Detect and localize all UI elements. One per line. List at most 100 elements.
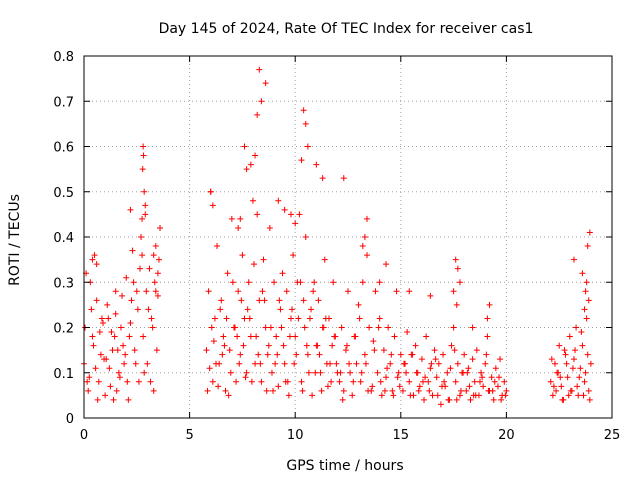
data-point xyxy=(550,383,557,390)
data-point xyxy=(575,392,582,399)
data-point xyxy=(243,166,250,173)
data-point xyxy=(352,333,359,340)
data-point xyxy=(559,396,566,403)
data-point xyxy=(456,279,463,286)
data-point xyxy=(304,351,311,358)
data-point xyxy=(581,306,588,313)
data-point xyxy=(366,324,373,331)
data-point xyxy=(329,342,336,349)
data-point xyxy=(302,234,309,240)
data-point xyxy=(561,347,568,354)
data-point xyxy=(238,297,245,304)
data-point xyxy=(427,365,434,372)
chart-title: Day 145 of 2024, Rate Of TEC Index for r… xyxy=(159,21,534,37)
data-point xyxy=(433,374,440,381)
data-point xyxy=(563,360,570,367)
x-tick-label: 0 xyxy=(80,428,88,443)
data-point xyxy=(497,356,504,363)
data-point xyxy=(465,365,472,372)
data-point xyxy=(235,224,242,231)
data-point xyxy=(393,288,400,295)
data-point xyxy=(353,360,360,367)
data-point xyxy=(385,324,392,331)
data-point xyxy=(112,288,119,295)
data-point xyxy=(389,387,396,394)
data-point xyxy=(422,374,429,381)
data-point xyxy=(345,288,351,295)
data-point xyxy=(454,265,461,272)
data-point xyxy=(421,396,428,403)
data-point xyxy=(208,324,215,331)
x-tick-label: 5 xyxy=(185,428,193,443)
data-point xyxy=(128,297,135,304)
data-point xyxy=(260,256,267,263)
data-point xyxy=(467,396,474,403)
data-point xyxy=(490,396,497,403)
data-point xyxy=(556,342,563,349)
data-point xyxy=(247,333,254,340)
data-point xyxy=(586,229,593,236)
data-point xyxy=(324,383,331,390)
data-point xyxy=(275,383,282,390)
data-point xyxy=(322,315,329,322)
data-point xyxy=(394,374,401,381)
data-point xyxy=(469,324,476,331)
data-point xyxy=(262,80,269,87)
data-point xyxy=(310,288,317,295)
data-point xyxy=(240,342,247,349)
data-point xyxy=(423,333,430,340)
data-point xyxy=(337,369,344,376)
data-point xyxy=(94,396,101,403)
data-point xyxy=(142,202,149,209)
data-point xyxy=(384,365,391,372)
data-point xyxy=(91,252,98,259)
data-point xyxy=(355,301,362,308)
data-point xyxy=(145,306,152,313)
data-point xyxy=(445,396,452,403)
data-point xyxy=(256,297,263,304)
data-points xyxy=(81,66,594,408)
data-point xyxy=(251,261,258,268)
data-point xyxy=(297,279,304,286)
data-point xyxy=(203,347,210,354)
data-point xyxy=(114,347,121,354)
data-point xyxy=(147,378,154,385)
data-point xyxy=(112,310,119,317)
data-point xyxy=(139,252,146,259)
data-point xyxy=(346,360,353,367)
data-point xyxy=(463,387,470,394)
data-point xyxy=(574,383,581,390)
data-point xyxy=(557,374,564,381)
data-point xyxy=(293,351,300,358)
data-point xyxy=(107,383,114,390)
data-point xyxy=(564,374,571,381)
data-point xyxy=(491,378,498,385)
data-point xyxy=(375,324,382,331)
data-point xyxy=(130,279,137,286)
data-point xyxy=(155,256,162,263)
data-point xyxy=(548,356,555,363)
data-point xyxy=(498,396,505,403)
data-point xyxy=(380,347,387,354)
data-point xyxy=(152,243,159,250)
data-point xyxy=(89,333,96,340)
data-point xyxy=(252,360,259,367)
data-point xyxy=(327,360,334,367)
data-point xyxy=(252,152,259,159)
data-point xyxy=(400,360,407,367)
data-point xyxy=(304,143,311,150)
data-point xyxy=(343,342,350,349)
data-point xyxy=(587,360,594,367)
data-point xyxy=(473,347,480,354)
data-point xyxy=(383,261,390,268)
y-tick-label: 0.7 xyxy=(53,95,74,110)
data-point xyxy=(469,356,476,363)
data-point xyxy=(291,360,298,367)
data-point xyxy=(287,315,294,322)
data-point xyxy=(492,365,499,372)
data-point xyxy=(350,378,357,385)
data-point xyxy=(274,351,281,358)
data-point xyxy=(585,387,592,394)
data-point xyxy=(117,324,124,331)
data-point xyxy=(437,401,444,408)
